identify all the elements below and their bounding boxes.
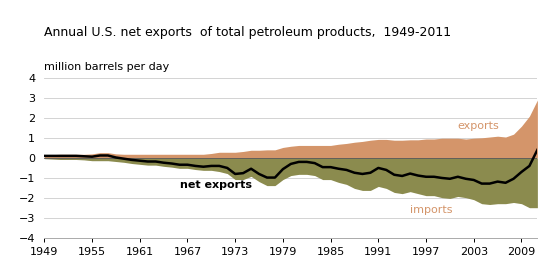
Text: imports: imports — [410, 204, 453, 214]
Text: net exports: net exports — [179, 180, 252, 190]
Text: million barrels per day: million barrels per day — [44, 62, 170, 72]
Text: exports: exports — [458, 121, 500, 131]
Text: Annual U.S. net exports  of total petroleum products,  1949-2011: Annual U.S. net exports of total petrole… — [44, 26, 452, 39]
